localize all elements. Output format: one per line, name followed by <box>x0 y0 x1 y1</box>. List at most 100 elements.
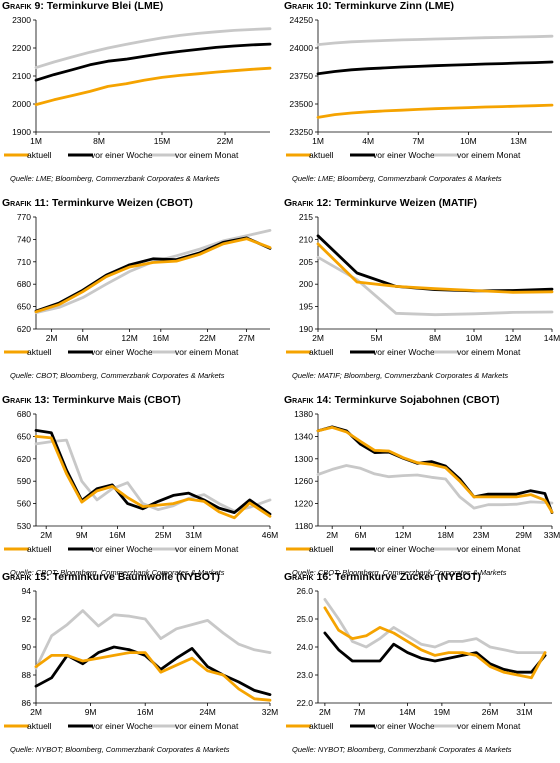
x-tick-label: 32M <box>262 707 279 717</box>
y-tick-label: 710 <box>17 257 31 267</box>
x-tick-label: 12M <box>505 333 522 343</box>
line-chart: 190 195 200 205 210 215 2M 5M 8M 10M 12M 14M aktuell… <box>286 212 560 357</box>
y-tick-label: 1340 <box>294 431 313 441</box>
chart-source: Quelle: LME; Bloomberg, Commerzbank Corp… <box>292 174 502 183</box>
y-tick-label: 90 <box>22 642 32 652</box>
y-tick-label: 24000 <box>289 43 313 53</box>
y-tick-label: 26.0 <box>296 586 313 596</box>
series-line-woche <box>316 60 554 76</box>
chart-number: 16: <box>316 571 332 583</box>
y-tick-label: 1380 <box>294 409 313 419</box>
x-tick-label: 8M <box>93 136 105 146</box>
y-tick-label: 23750 <box>289 71 313 81</box>
legend-label: vor einem Monat <box>175 721 239 731</box>
x-tick-label: 10M <box>466 333 483 343</box>
chart-prefix: Grafik <box>2 197 32 209</box>
chart-number: 14: <box>316 394 332 406</box>
legend-label: vor einem Monat <box>175 150 239 160</box>
chart-title-text: Terminkurve Blei (LME) <box>46 0 164 12</box>
chart-panel-16: Grafik 16: Terminkurve Zucker (NYBOT) 22… <box>284 571 560 761</box>
chart-prefix: Grafik <box>284 197 314 209</box>
series-line-woche <box>316 425 554 514</box>
series-line-woche <box>34 42 272 82</box>
series-line-woche <box>34 645 272 696</box>
y-tick-label: 2200 <box>12 43 31 53</box>
series-line-aktuell <box>316 242 554 294</box>
y-tick-label: 25.0 <box>296 614 313 624</box>
legend-label: aktuell <box>309 544 334 554</box>
x-tick-label: 1M <box>30 136 42 146</box>
chart-title: Grafik 9: Terminkurve Blei (LME) <box>2 0 163 12</box>
y-tick-label: 24.0 <box>296 642 313 652</box>
x-tick-label: 22M <box>217 136 234 146</box>
chart-title: Grafik 11: Terminkurve Weizen (CBOT) <box>2 197 193 209</box>
y-tick-label: 680 <box>17 409 31 419</box>
series-line-aktuell <box>34 66 272 106</box>
y-tick-label: 1300 <box>294 454 313 464</box>
legend-label: aktuell <box>27 721 52 731</box>
x-tick-label: 2M <box>326 530 338 540</box>
x-tick-label: 22M <box>199 333 216 343</box>
y-tick-label: 2300 <box>12 15 31 25</box>
chart-title-text: Terminkurve Weizen (CBOT) <box>52 197 193 209</box>
x-tick-label: 2M <box>312 333 324 343</box>
legend-label: aktuell <box>27 347 52 357</box>
legend-label: vor einer Woche <box>373 347 435 357</box>
legend-label: vor einem Monat <box>175 347 239 357</box>
x-tick-label: 46M <box>262 530 279 540</box>
chart-title-text: Terminkurve Zucker (NYBOT) <box>334 571 481 583</box>
x-tick-label: 14M <box>544 333 560 343</box>
line-chart: 23250 23500 23750 24000 24250 1M 4M 7M 10M 13M akt… <box>286 15 554 160</box>
series-line-monat <box>34 438 272 513</box>
x-tick-label: 10M <box>460 136 477 146</box>
y-tick-label: 94 <box>22 586 32 596</box>
y-tick-label: 620 <box>17 454 31 464</box>
chart-number: 12: <box>316 197 332 209</box>
legend-label: vor einer Woche <box>91 721 153 731</box>
x-tick-label: 25M <box>155 530 172 540</box>
y-tick-label: 215 <box>299 212 313 222</box>
line-chart: 22.0 23.0 24.0 25.0 26.0 2M 7M 14M 19M 26M 31M aktu… <box>286 586 552 731</box>
y-tick-label: 1260 <box>294 476 313 486</box>
y-tick-label: 2000 <box>12 99 31 109</box>
chart-title: Grafik 14: Terminkurve Sojabohnen (CBOT) <box>284 394 500 406</box>
chart-panel-9: Grafik 9: Terminkurve Blei (LME) 1900 200… <box>2 0 278 190</box>
x-tick-label: 18M <box>437 530 454 540</box>
y-tick-label: 210 <box>299 234 313 244</box>
legend-label: aktuell <box>27 544 52 554</box>
chart-panel-12: Grafik 12: Terminkurve Weizen (MATIF) 19… <box>284 197 560 387</box>
series-line-aktuell <box>34 651 272 702</box>
x-tick-label: 26M <box>482 707 499 717</box>
y-tick-label: 530 <box>17 521 31 531</box>
legend-label: vor einer Woche <box>91 347 153 357</box>
x-tick-label: 8M <box>429 333 441 343</box>
y-tick-label: 1220 <box>294 499 313 509</box>
y-tick-label: 86 <box>22 698 32 708</box>
chart-prefix: Grafik <box>284 571 314 583</box>
x-tick-label: 12M <box>121 333 138 343</box>
x-tick-label: 2M <box>46 333 58 343</box>
chart-prefix: Grafik <box>284 394 314 406</box>
chart-title: Grafik 16: Terminkurve Zucker (NYBOT) <box>284 571 481 583</box>
y-tick-label: 92 <box>22 614 32 624</box>
x-tick-label: 23M <box>473 530 490 540</box>
series-line-aktuell <box>34 237 272 314</box>
series-line-woche <box>323 631 547 674</box>
x-tick-label: 4M <box>362 136 374 146</box>
y-tick-label: 195 <box>299 302 313 312</box>
chart-panel-11: Grafik 11: Terminkurve Weizen (CBOT) 620… <box>2 197 278 387</box>
y-tick-label: 770 <box>17 212 31 222</box>
x-tick-label: 1M <box>312 136 324 146</box>
series-line-aktuell <box>316 103 554 119</box>
chart-source: Quelle: MATIF; Bloomberg, Commerzbank Co… <box>292 371 509 380</box>
chart-prefix: Grafik <box>2 394 32 406</box>
x-tick-label: 27M <box>238 333 255 343</box>
chart-source: Quelle: NYBOT; Bloomberg, Commerzbank Co… <box>10 745 230 754</box>
y-tick-label: 1900 <box>12 127 31 137</box>
chart-title: Grafik 15: Terminkurve Baumwolle (NYBOT) <box>2 571 220 583</box>
chart-prefix: Grafik <box>2 0 32 12</box>
x-tick-label: 13M <box>510 136 527 146</box>
series-line-monat <box>323 597 547 654</box>
x-tick-label: 33M <box>544 530 560 540</box>
legend-label: vor einer Woche <box>91 544 153 554</box>
